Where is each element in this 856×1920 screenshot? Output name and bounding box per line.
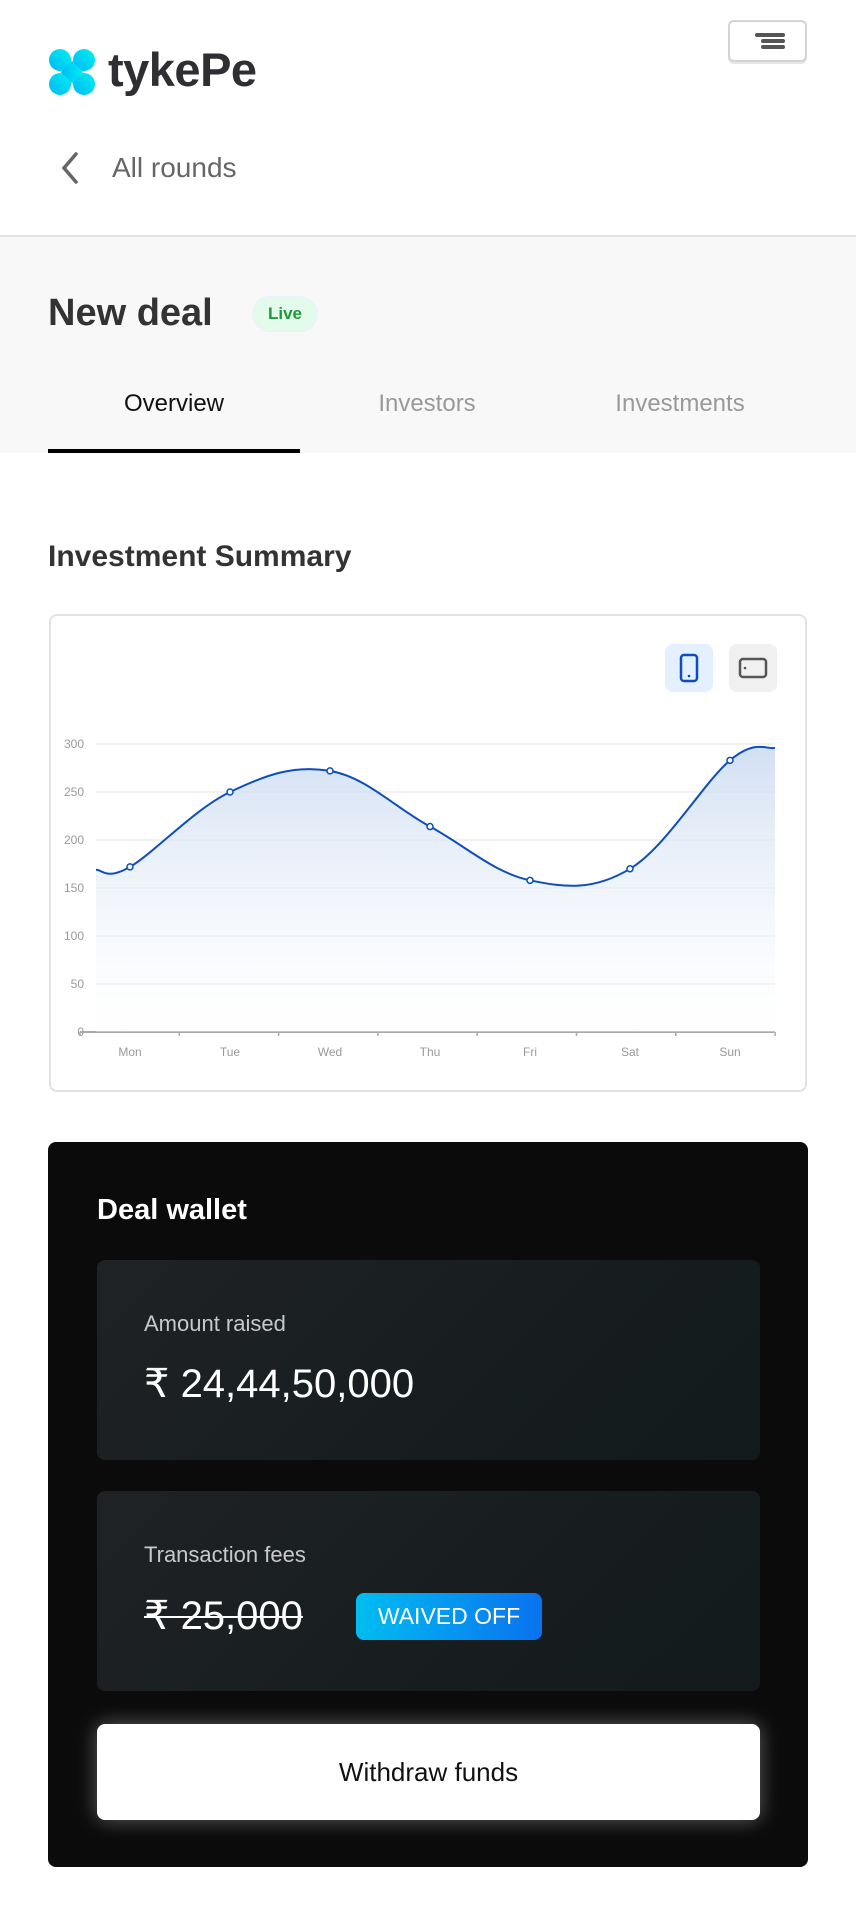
tab-investors[interactable]: Investors — [378, 390, 476, 417]
status-badge: Live — [252, 296, 318, 332]
amount-raised-label: Amount raised — [144, 1311, 286, 1336]
hamburger-icon-line — [761, 39, 785, 43]
waived-off-badge: WAIVED OFF — [356, 1593, 542, 1640]
transaction-fees-value: ₹ 25,000 — [144, 1594, 303, 1638]
logo-text: tykePe — [108, 43, 257, 96]
withdraw-funds-button[interactable]: Withdraw funds — [97, 1724, 760, 1820]
deal-header — [0, 237, 856, 453]
amount-raised-card — [97, 1260, 760, 1460]
tablet-icon — [738, 657, 768, 679]
amount-raised-value: ₹ 24,44,50,000 — [144, 1362, 415, 1406]
hamburger-icon — [755, 33, 785, 37]
tablet-view-button[interactable] — [729, 644, 777, 692]
wallet-title: Deal wallet — [97, 1194, 247, 1226]
menu-button[interactable] — [728, 20, 807, 62]
hamburger-icon-line — [761, 45, 785, 49]
page-title: New deal — [48, 292, 213, 334]
mobile-view-button[interactable] — [665, 644, 713, 692]
section-title: Investment Summary — [48, 540, 352, 573]
back-link[interactable]: All rounds — [112, 152, 237, 183]
chevron-left-icon[interactable] — [56, 150, 86, 186]
header-divider — [0, 235, 856, 237]
tab-investments[interactable]: Investments — [615, 390, 745, 417]
transaction-fees-card — [97, 1491, 760, 1691]
transaction-fees-label: Transaction fees — [144, 1542, 306, 1567]
mobile-icon — [679, 653, 699, 683]
logo-icon — [49, 49, 95, 95]
tab-overview[interactable]: Overview — [123, 390, 225, 417]
active-tab-indicator — [48, 449, 300, 453]
